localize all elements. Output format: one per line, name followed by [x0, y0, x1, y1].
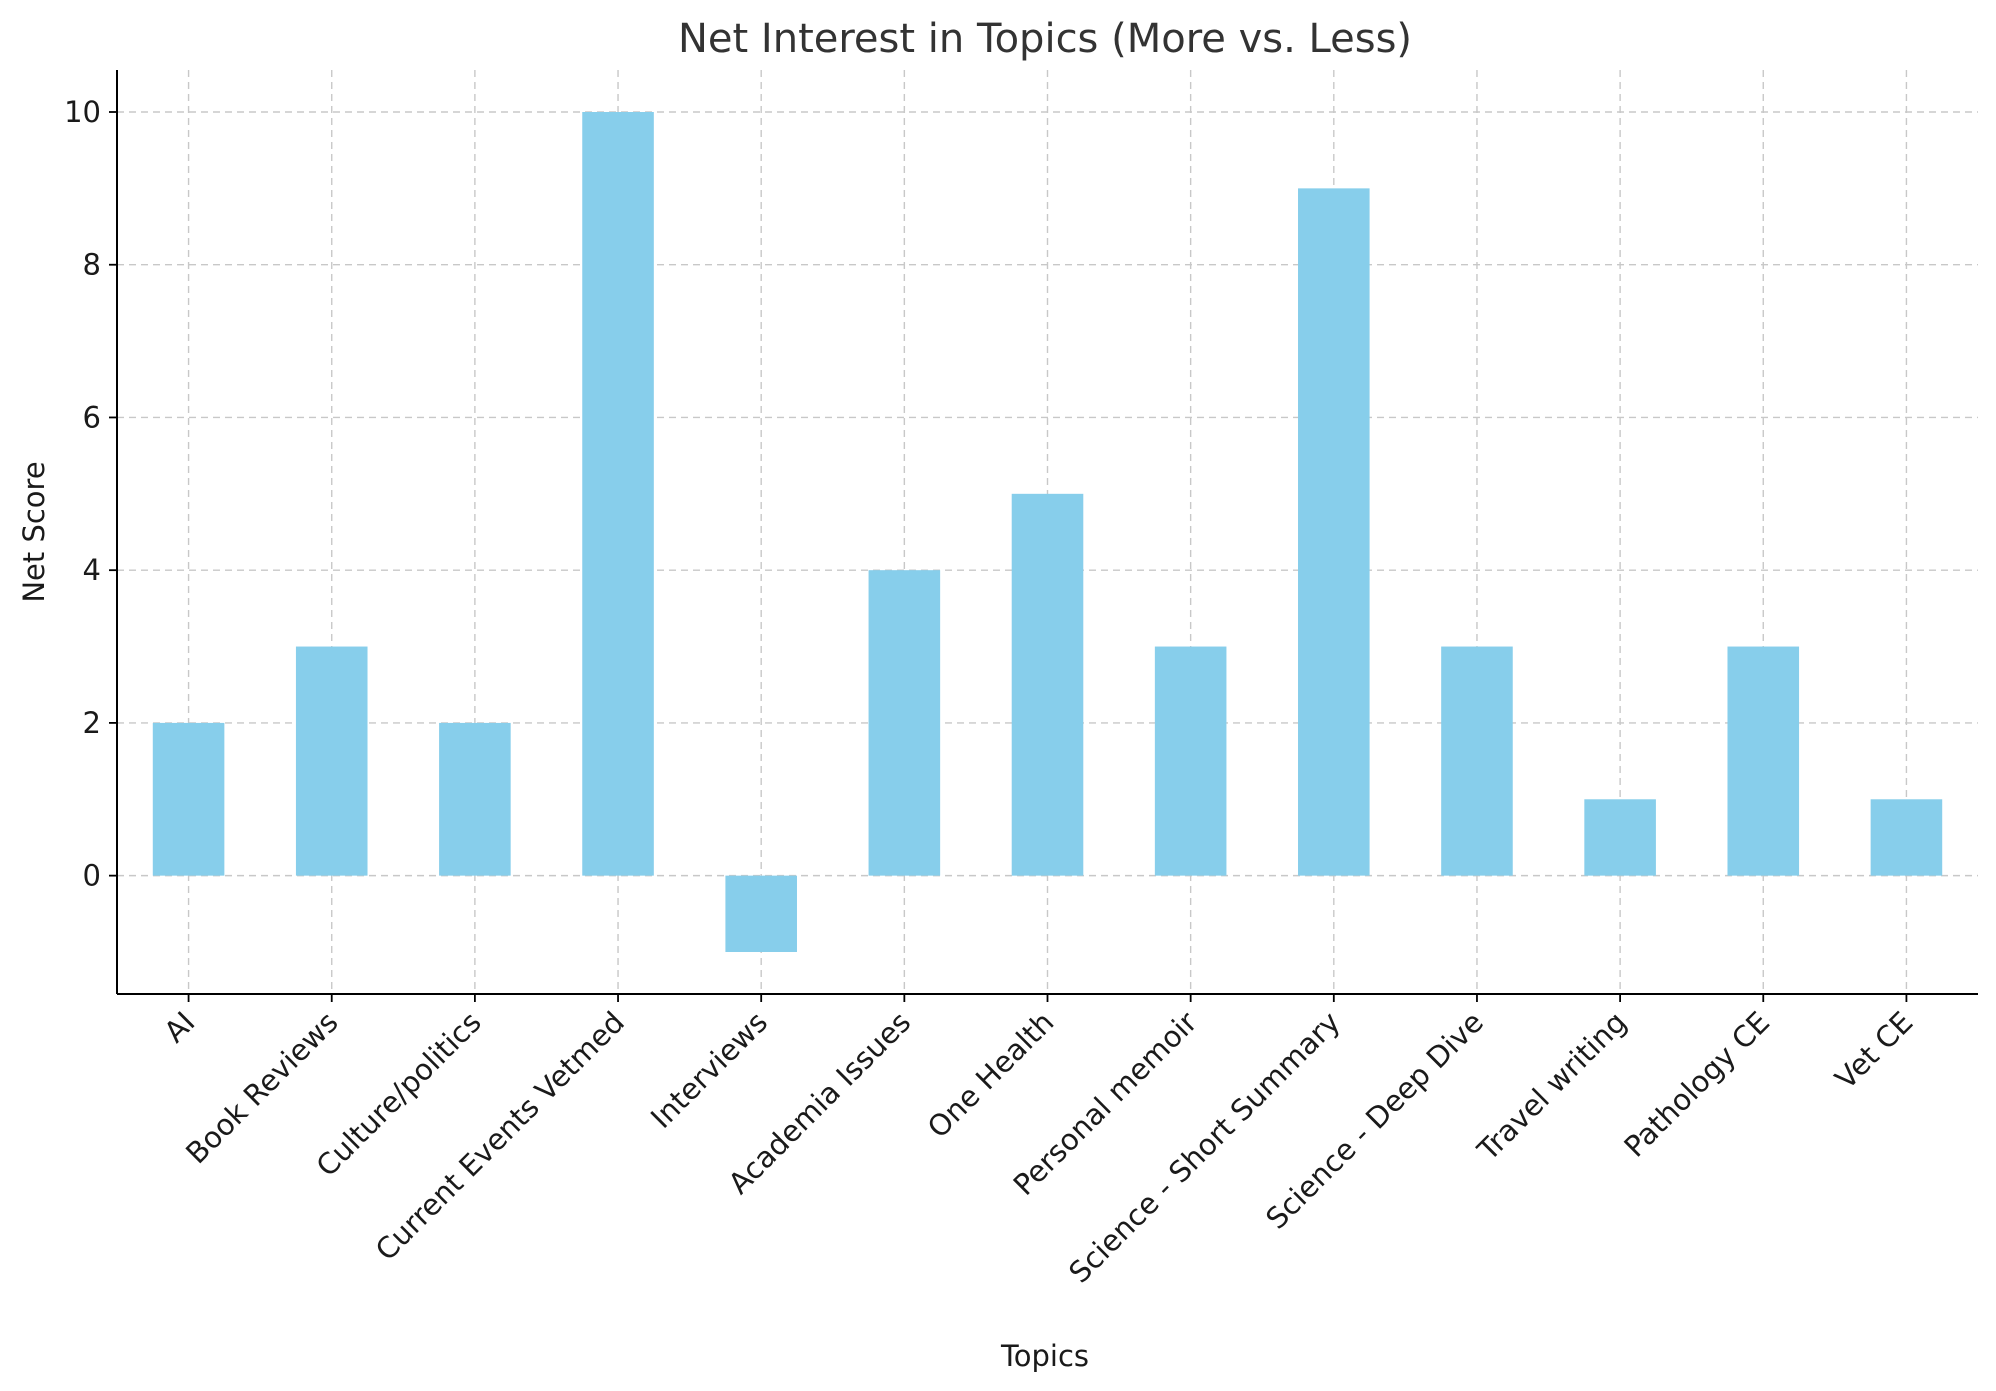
y-tick-label: 2 [83, 706, 101, 740]
x-axis-label: Topics [1000, 1339, 1089, 1373]
x-tick-label: Travel writing [1470, 1005, 1633, 1168]
bar-book-reviews [295, 646, 368, 876]
bar-interviews [725, 875, 797, 952]
bar-culture-politics [439, 722, 511, 876]
bar-vet-ce [1870, 799, 1943, 876]
x-tick-label: Current Events Vetmed [369, 1005, 631, 1267]
x-tick-label: One Health [921, 1005, 1061, 1145]
y-tick-label: 10 [64, 95, 101, 129]
y-tick-label: 8 [83, 248, 101, 282]
x-tick-label: AI [157, 1005, 201, 1049]
bar-science-short-summary [1298, 188, 1370, 876]
bars [152, 112, 1943, 952]
bar-academia-issues [868, 570, 941, 876]
y-tick-label: 6 [83, 400, 101, 434]
y-tick-label: 4 [83, 553, 101, 587]
bar-science-deep-dive [1441, 646, 1513, 876]
bar-current-events-vetmed [582, 112, 654, 876]
y-tick-label: 0 [83, 859, 101, 893]
chart-title: Net Interest in Topics (More vs. Less) [678, 16, 1412, 62]
bar-pathology-ce [1727, 646, 1800, 876]
x-tick-label: Book Reviews [179, 1005, 344, 1170]
x-tick-label: Pathology CE [1617, 1005, 1776, 1164]
x-tick-label: Interviews [644, 1005, 774, 1135]
bar-travel-writing [1584, 799, 1656, 876]
x-tick-label: Science - Short Summary [1062, 1005, 1347, 1290]
y-axis-label: Net Score [17, 461, 51, 602]
x-tick-label: Vet CE [1828, 1005, 1919, 1096]
bar-personal-memoir [1154, 646, 1227, 876]
bar-one-health [1011, 493, 1084, 876]
bar-ai [152, 722, 225, 876]
